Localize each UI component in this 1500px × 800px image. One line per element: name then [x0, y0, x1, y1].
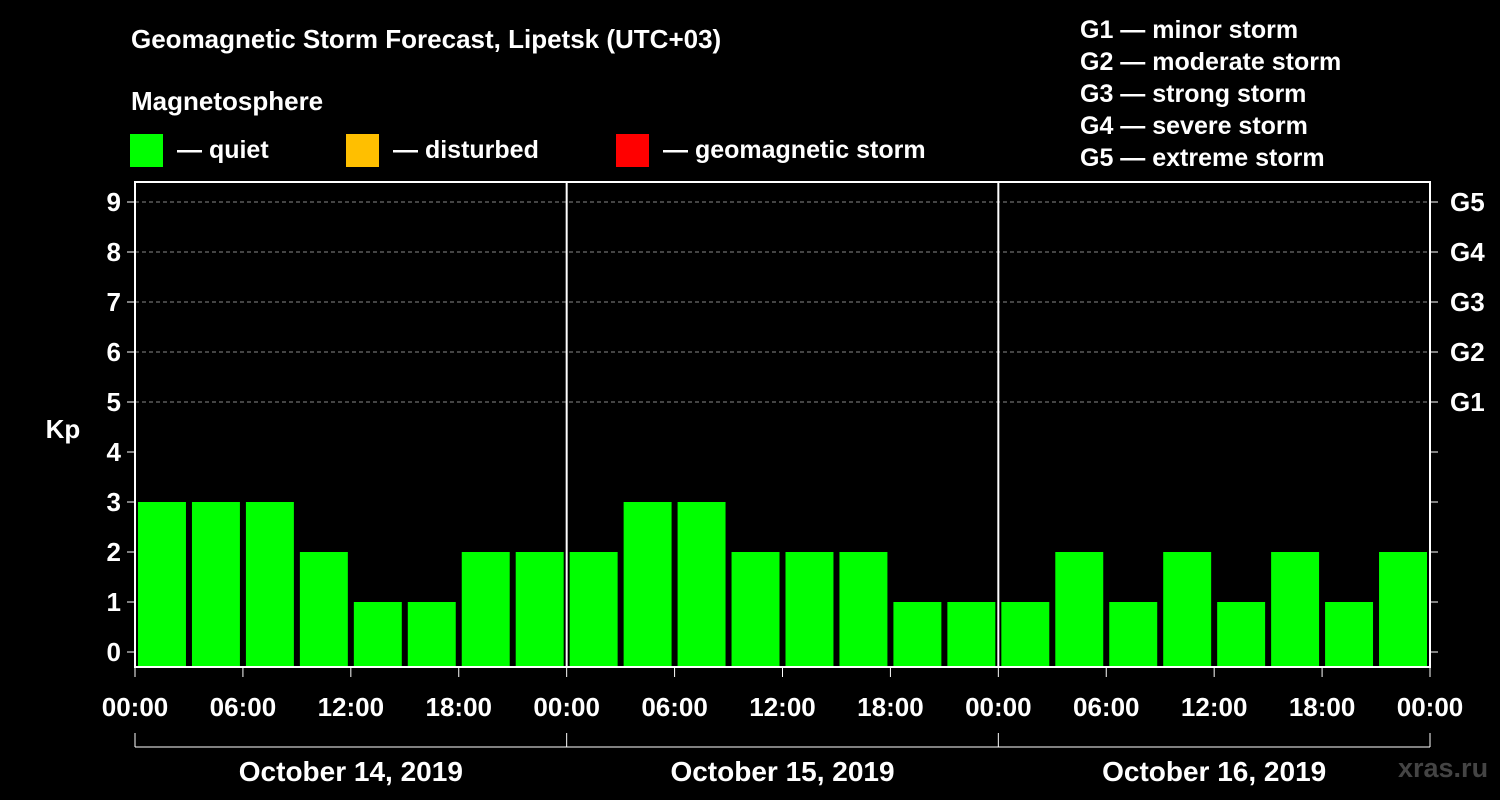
magnetosphere-label: Magnetosphere	[131, 86, 324, 116]
legend-storm: — geomagnetic storm	[616, 133, 926, 167]
storm-scale-legend: G1 — minor storm G2 — moderate storm G3 …	[1080, 14, 1341, 174]
bar	[1271, 552, 1320, 667]
scale-g2: G2 — moderate storm	[1080, 48, 1342, 76]
x-tick-label: 12:00	[1181, 692, 1248, 722]
bar	[839, 552, 888, 667]
x-tick-label: 12:00	[318, 692, 385, 722]
scale-g1: G1 — minor storm	[1080, 16, 1299, 44]
legend-storm-swatch	[616, 133, 649, 167]
bar	[515, 552, 564, 667]
bar	[299, 552, 348, 667]
watermark: xras.ru	[1398, 753, 1489, 783]
legend-quiet-swatch	[130, 133, 163, 167]
bar	[785, 552, 834, 667]
x-tick-label: 12:00	[749, 692, 816, 722]
x-tick-label: 00:00	[1397, 692, 1464, 722]
x-tick-label: 18:00	[1289, 692, 1356, 722]
bar	[1379, 552, 1427, 667]
bar	[569, 552, 618, 667]
chart-title: Geomagnetic Storm Forecast, Lipetsk (UTC…	[131, 24, 722, 54]
bar	[1217, 602, 1266, 667]
bar	[245, 502, 294, 667]
y-tick-label: 4	[107, 437, 122, 467]
bar	[893, 602, 942, 667]
right-axis-label: G2	[1450, 337, 1485, 367]
bar	[1325, 602, 1374, 667]
y-tick-label: 1	[107, 587, 121, 617]
x-tick-label: 00:00	[102, 692, 169, 722]
bar	[138, 502, 186, 667]
x-tick-label: 18:00	[426, 692, 493, 722]
right-axis-label: G1	[1450, 387, 1485, 417]
y-tick-label: 6	[107, 337, 121, 367]
bar	[677, 502, 726, 667]
y-tick-label: 3	[107, 487, 121, 517]
y-axis-label: Kp	[46, 414, 81, 444]
y-tick-label: 7	[107, 287, 121, 317]
legend-disturbed: — disturbed	[346, 133, 539, 167]
legend-disturbed-swatch	[346, 133, 379, 167]
scale-g4: G4 — severe storm	[1080, 112, 1308, 140]
right-axis-label: G4	[1450, 237, 1485, 267]
scale-g3: G3 — strong storm	[1080, 80, 1307, 108]
x-tick-label: 06:00	[641, 692, 708, 722]
scale-g5: G5 — extreme storm	[1080, 144, 1325, 172]
y-tick-label: 2	[107, 537, 121, 567]
bar	[353, 602, 402, 667]
day-label: October 15, 2019	[670, 756, 894, 787]
bar	[1163, 552, 1212, 667]
bar	[623, 502, 672, 667]
bar	[407, 602, 456, 667]
x-tick-label: 00:00	[965, 692, 1032, 722]
bar	[1109, 602, 1158, 667]
bar	[947, 602, 996, 667]
right-axis-label: G5	[1450, 187, 1485, 217]
bar	[1001, 602, 1050, 667]
x-tick-label: 06:00	[1073, 692, 1140, 722]
day-label: October 14, 2019	[239, 756, 463, 787]
y-tick-label: 9	[107, 187, 121, 217]
legend-quiet-label: — quiet	[177, 135, 269, 164]
bar	[191, 502, 240, 667]
bar	[731, 552, 780, 667]
x-tick-label: 06:00	[210, 692, 277, 722]
bar	[1055, 552, 1104, 667]
y-tick-label: 0	[107, 637, 121, 667]
x-tick-label: 00:00	[533, 692, 600, 722]
legend-quiet: — quiet	[130, 133, 269, 167]
y-tick-label: 5	[107, 387, 121, 417]
x-tick-label: 18:00	[857, 692, 924, 722]
legend-storm-label: — geomagnetic storm	[663, 135, 926, 164]
right-axis-label: G3	[1450, 287, 1485, 317]
y-tick-label: 8	[107, 237, 121, 267]
day-label: October 16, 2019	[1102, 756, 1326, 787]
bar	[461, 552, 510, 667]
legend-disturbed-label: — disturbed	[393, 135, 539, 164]
